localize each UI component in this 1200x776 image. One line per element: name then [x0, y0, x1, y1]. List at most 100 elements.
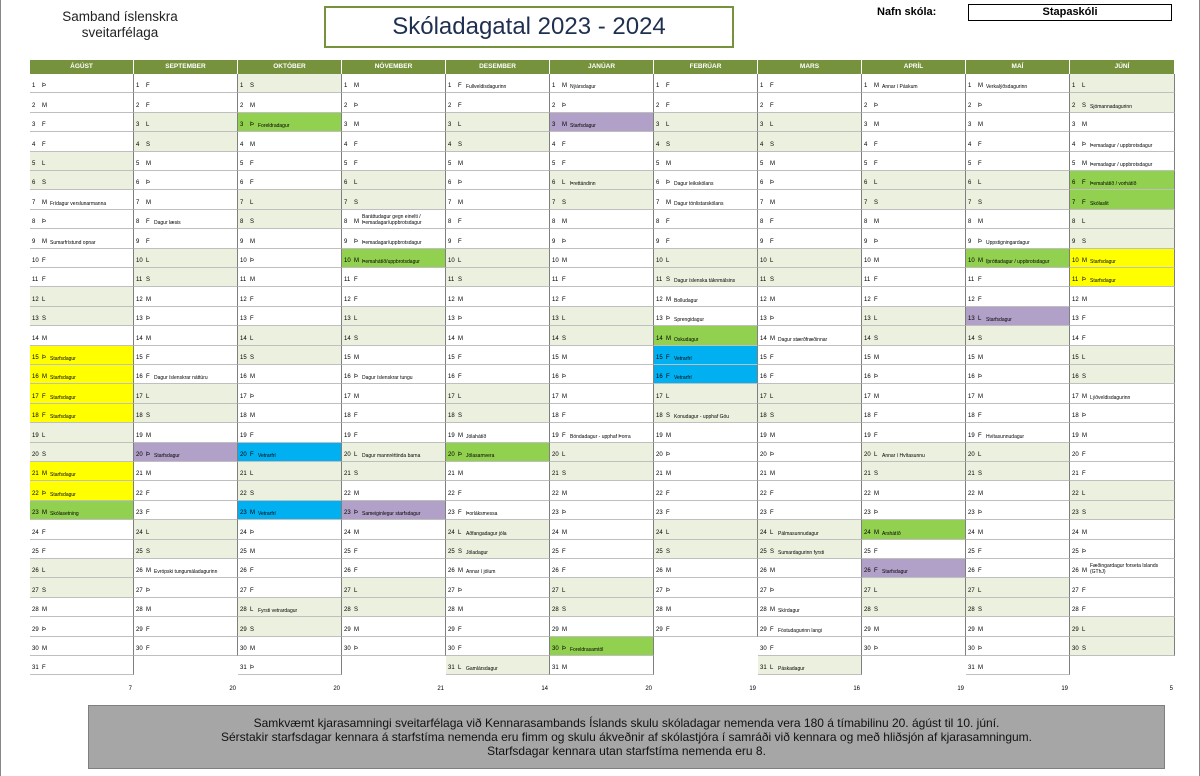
day-number: 14	[344, 335, 351, 342]
day-letter: F	[354, 432, 358, 439]
day-letter: L	[250, 199, 254, 206]
day-letter: S	[42, 587, 47, 594]
day-letter: F	[354, 568, 358, 575]
day-number: 10	[552, 257, 559, 264]
day-letter: S	[978, 335, 983, 342]
day-number: 19	[968, 432, 975, 439]
day-number: 7	[760, 199, 764, 206]
day-number: 18	[968, 413, 975, 420]
calendar-day-cell: 18 S	[446, 403, 550, 424]
day-letter: M	[250, 102, 255, 109]
day-number: 3	[32, 122, 36, 129]
day-letter: F	[42, 529, 46, 536]
day-letter: M	[666, 335, 671, 342]
day-letter: M	[146, 335, 151, 342]
calendar-day-cell: 9 M Sumarfrístund opnar	[30, 229, 134, 249]
day-number: 23	[552, 510, 559, 517]
day-number: 27	[344, 587, 351, 594]
day-letter: F	[1082, 199, 1086, 206]
day-letter: F	[666, 374, 670, 381]
school-name-field[interactable]: Stapaskóli	[968, 4, 1172, 21]
day-number: 3	[1072, 122, 1076, 129]
day-number: 17	[240, 393, 247, 400]
day-number: 12	[344, 296, 351, 303]
day-event-label: Jólahátíð	[466, 433, 487, 440]
day-number: 23	[240, 510, 247, 517]
calendar-day-cell: 30 S	[1070, 636, 1175, 656]
calendar-day-cell: 12 F	[966, 287, 1070, 307]
day-number: 11	[240, 277, 247, 284]
day-number: 15	[552, 354, 559, 361]
day-letter: S	[770, 141, 775, 148]
day-number: 21	[1072, 471, 1079, 478]
calendar-day-cell: 25 F	[30, 539, 134, 559]
day-event-label: Fullveldisdagurinn	[466, 84, 507, 91]
day-number: 25	[32, 548, 39, 555]
day-number: 16	[1072, 374, 1079, 381]
day-letter: F	[562, 548, 566, 555]
calendar-day-cell: 14 M	[446, 326, 550, 346]
day-letter: L	[978, 180, 982, 187]
calendar-day-cell: 22 F	[654, 481, 758, 501]
day-number: 17	[760, 393, 767, 400]
calendar-day-cell: 2 S Sjómannadagurinn	[1070, 93, 1175, 113]
day-letter: S	[458, 277, 463, 284]
month-school-day-total: 19	[957, 686, 964, 692]
day-number: 10	[32, 257, 39, 264]
day-event-label: Baráttudagur gegn einelti / Þemadagar/up…	[362, 214, 422, 227]
calendar-day-cell: 31 L Gamlársdagur	[446, 656, 550, 676]
day-number: 31	[448, 665, 455, 672]
calendar-day-cell: 17 M	[342, 384, 446, 404]
calendar-day-cell: 20 L	[966, 442, 1070, 462]
calendar-day-cell: 27 Þ	[758, 578, 862, 598]
day-number: 9	[656, 238, 660, 245]
calendar-day-cell: 11 F	[342, 268, 446, 288]
day-letter: M	[354, 490, 359, 497]
day-letter: L	[562, 180, 566, 187]
day-number: 21	[968, 471, 975, 478]
day-number: 12	[760, 296, 767, 303]
calendar-day-cell: 17 L	[758, 384, 862, 404]
day-letter: M	[874, 626, 879, 633]
day-number: 9	[32, 238, 36, 245]
day-number: 22	[656, 490, 663, 497]
day-number: 4	[448, 141, 452, 148]
day-number: 14	[552, 335, 559, 342]
day-letter: F	[354, 413, 358, 420]
day-number: 6	[968, 180, 972, 187]
day-number: 5	[344, 160, 348, 167]
calendar-day-cell: 29 F	[134, 617, 238, 637]
calendar-day-cell: 22 M	[550, 481, 654, 501]
day-letter: L	[1082, 626, 1086, 633]
day-event-label: Frídagur verslunarmanna	[50, 200, 107, 207]
day-number: 26	[760, 568, 767, 575]
calendar-day-cell: 24 L	[134, 520, 238, 540]
calendar-day-cell: 1 M Nýársdagur	[550, 74, 654, 94]
day-number: 23	[344, 510, 351, 517]
day-number: 9	[864, 238, 868, 245]
calendar-day-cell: 27 F	[1070, 578, 1175, 598]
day-number: 14	[32, 335, 39, 342]
calendar-day-cell: 15 M	[550, 345, 654, 365]
day-letter: S	[1082, 238, 1087, 245]
day-number: 8	[32, 219, 36, 226]
day-letter: Þ	[1082, 277, 1087, 284]
day-number: 2	[448, 102, 452, 109]
day-letter: L	[354, 587, 358, 594]
calendar-day-cell: 15 F	[446, 345, 550, 365]
day-letter: L	[250, 471, 254, 478]
day-event-label: Þrettándinn	[570, 181, 596, 188]
calendar-day-cell: 23 M Vetrarfrí	[238, 500, 342, 521]
day-event-label: Sumardagurinn fyrsti	[778, 549, 825, 556]
day-letter: F	[666, 490, 670, 497]
calendar-day-cell: 5 M Þemadagur / uppbrotsdagur	[1070, 151, 1175, 171]
calendar-day-cell: 18 S Konudagur - upphaf Góu	[654, 403, 758, 424]
